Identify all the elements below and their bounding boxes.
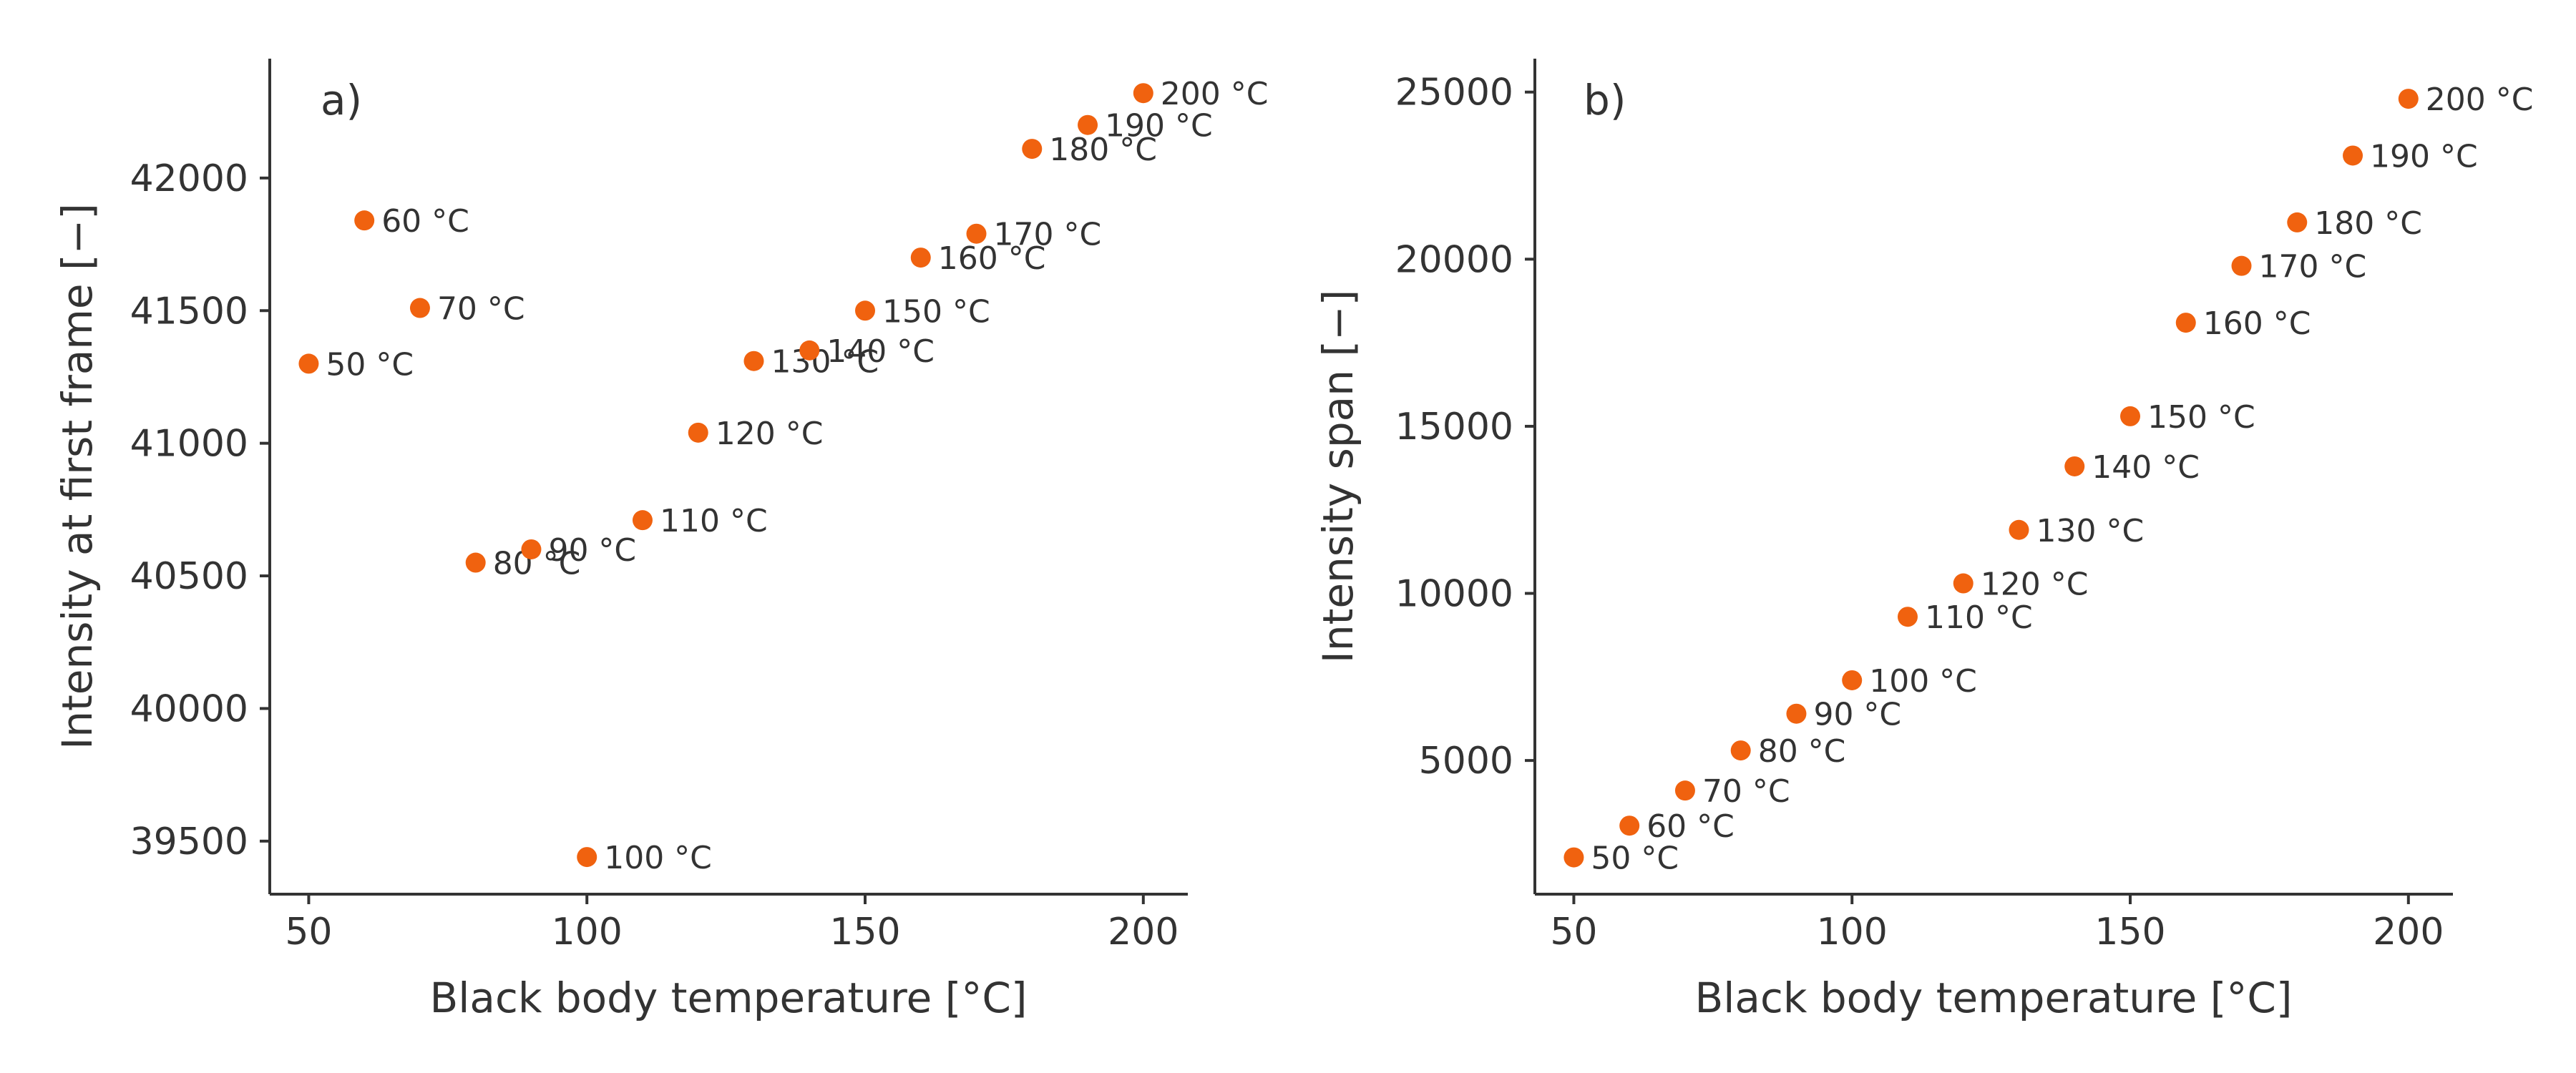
panel-a-x-tick-label: 100 bbox=[552, 911, 623, 954]
panel-a-point-label: 160 °C bbox=[938, 240, 1046, 277]
panel-a-data-point bbox=[1133, 83, 1153, 104]
panel-a-label: a) bbox=[321, 76, 362, 124]
panel-b-data-point bbox=[1563, 847, 1584, 868]
panel-a-data-point bbox=[743, 351, 764, 371]
panel-b-point-label: 130 °C bbox=[2036, 513, 2144, 549]
panel-b-point-label: 190 °C bbox=[2370, 138, 2478, 175]
panel-b-point-label: 80 °C bbox=[1758, 733, 1846, 770]
panel-a-ticks: 50 100 150 200 39500 40000 40500 41000 41500 4200… bbox=[130, 157, 1179, 954]
panel-b-x-tick-label: 50 bbox=[1550, 911, 1597, 954]
panel-b-point-label: 140 °C bbox=[2092, 449, 2200, 486]
panel-b-data-point bbox=[2343, 145, 2363, 166]
panel-a-point-label: 120 °C bbox=[716, 416, 824, 452]
panel-b-data-point bbox=[2231, 255, 2252, 276]
panel-b-point-label: 110 °C bbox=[1925, 599, 2033, 636]
panel-b-data-point bbox=[1619, 815, 1640, 836]
panel-b-data-point bbox=[1953, 573, 1974, 594]
panel-a-point-label: 140 °C bbox=[826, 333, 935, 370]
panel-b-ticks: 50 100 150 200 5000 10000 15000 20000 25000 bbox=[1395, 72, 2444, 954]
panel-a-y-tick-label: 41000 bbox=[130, 423, 248, 466]
panel-a-data-point bbox=[799, 340, 820, 361]
panel-b-point-label: 160 °C bbox=[2203, 305, 2311, 342]
panel-a-y-tick-label: 39500 bbox=[130, 820, 248, 863]
panel-a-data-point bbox=[521, 539, 542, 559]
panel-a-point-label: 170 °C bbox=[994, 217, 1102, 253]
panel-b-data-point bbox=[2287, 212, 2308, 232]
panel-a-point-label: 90 °C bbox=[548, 532, 636, 569]
panel-b-data-point bbox=[2120, 406, 2141, 426]
panel-b-x-tick-label: 100 bbox=[1817, 911, 1888, 954]
panel-b-y-tick-label: 20000 bbox=[1395, 238, 1513, 281]
panel-b-point-label: 90 °C bbox=[1813, 697, 1901, 733]
panel-b-data-point bbox=[2064, 456, 2085, 476]
panel-b-point-label: 100 °C bbox=[1869, 663, 1977, 700]
panel-a-data-point bbox=[465, 552, 486, 573]
panel-b-data-point bbox=[2175, 313, 2196, 333]
panel-b-data-point bbox=[2009, 519, 2029, 540]
panel-a-data-point bbox=[298, 353, 319, 374]
panel-a-data-point bbox=[1078, 114, 1098, 135]
panel-a-point-label: 60 °C bbox=[381, 203, 469, 240]
panel-a-x-tick-label: 50 bbox=[285, 911, 332, 954]
panel-a-data-point bbox=[910, 248, 931, 268]
panel-a-data-point bbox=[966, 223, 987, 244]
panel-a-y-tick-label: 41500 bbox=[130, 290, 248, 333]
panel-a-point-label: 200 °C bbox=[1161, 76, 1269, 112]
panel-b-data-point bbox=[1674, 780, 1695, 801]
panel-a-data-point bbox=[855, 300, 876, 321]
panel-a-point-label: 130 °C bbox=[771, 344, 879, 381]
panel-b-point-label: 200 °C bbox=[2426, 82, 2534, 118]
panel-b-point-label: 120 °C bbox=[1981, 567, 2089, 603]
panel-b-point-label: 170 °C bbox=[2259, 249, 2367, 285]
panel-a-point-label: 70 °C bbox=[437, 291, 525, 328]
panel-b-y-tick-label: 25000 bbox=[1395, 72, 1513, 114]
panel-a-x-axis-title: Black body temperature [°C] bbox=[430, 974, 1028, 1022]
panel-a-point-label: 50 °C bbox=[326, 346, 414, 383]
panel-b-data-point bbox=[1897, 607, 1918, 627]
panel-b-data-point bbox=[1730, 740, 1751, 761]
panel-a-data-point bbox=[1022, 139, 1043, 160]
panel-a-point-label: 190 °C bbox=[1105, 108, 1213, 144]
panel-b: 50 100 150 200 5000 10000 15000 20000 25000 50 °… bbox=[1314, 59, 2533, 1022]
panel-a-y-tick-label: 40000 bbox=[130, 687, 248, 730]
panel-b-data-point bbox=[2398, 89, 2419, 109]
panel-a-point-label: 110 °C bbox=[660, 503, 768, 539]
panel-b-x-tick-label: 150 bbox=[2094, 911, 2165, 954]
panel-a-y-tick-label: 40500 bbox=[130, 555, 248, 598]
panel-a-x-tick-label: 150 bbox=[829, 911, 900, 954]
panel-b-y-tick-label: 15000 bbox=[1395, 406, 1513, 449]
panel-a-data-point bbox=[577, 847, 597, 868]
panel-b-point-label: 180 °C bbox=[2314, 205, 2422, 242]
panel-b-point-label: 50 °C bbox=[1591, 841, 1679, 877]
panel-b-x-axis-title: Black body temperature [°C] bbox=[1695, 974, 2293, 1022]
panel-b-label: b) bbox=[1584, 76, 1626, 124]
panel-b-y-tick-label: 5000 bbox=[1419, 740, 1513, 783]
panel-a-point-label: 100 °C bbox=[604, 840, 712, 876]
panel-b-data-point bbox=[1786, 703, 1807, 724]
panel-a-data-point bbox=[632, 510, 653, 531]
panel-b-point-label: 60 °C bbox=[1646, 808, 1735, 845]
panel-a-point-label: 180 °C bbox=[1049, 132, 1157, 168]
panel-b-data-point bbox=[1842, 670, 1863, 690]
panel-a-data-point bbox=[688, 422, 708, 443]
panel-b-point-label: 150 °C bbox=[2147, 399, 2255, 436]
panel-b-y-axis-title: Intensity span [−] bbox=[1314, 290, 1362, 664]
panel-a-data-point bbox=[409, 298, 430, 318]
panel-a-y-tick-label: 42000 bbox=[130, 157, 248, 200]
panel-a: 50 100 150 200 39500 40000 40500 41000 41500 4200… bbox=[53, 59, 1268, 1022]
panel-b-y-tick-label: 10000 bbox=[1395, 573, 1513, 616]
panel-b-x-tick-label: 200 bbox=[2373, 911, 2444, 954]
panel-a-data-point bbox=[354, 210, 375, 231]
panel-a-y-axis-title: Intensity at first frame [−] bbox=[53, 203, 102, 750]
panel-a-x-tick-label: 200 bbox=[1108, 911, 1179, 954]
panel-b-point-label: 70 °C bbox=[1702, 773, 1790, 810]
panel-a-point-label: 150 °C bbox=[882, 293, 990, 330]
